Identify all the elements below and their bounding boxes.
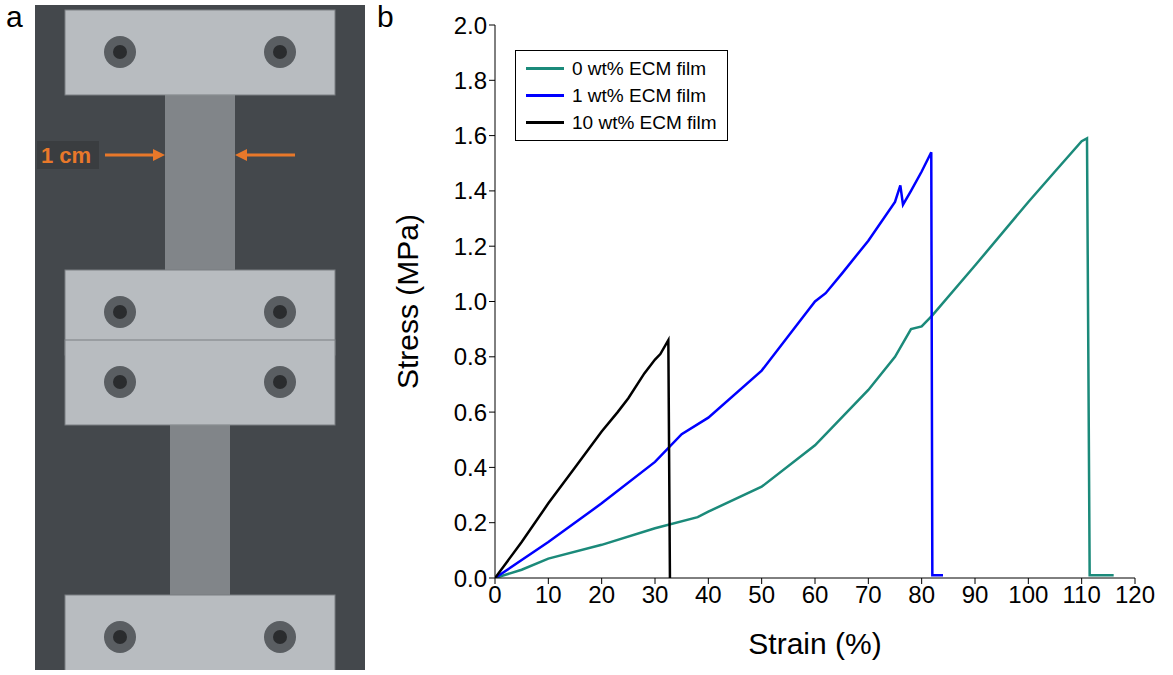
svg-text:30: 30	[642, 581, 669, 608]
svg-text:Strain (%): Strain (%)	[748, 627, 881, 660]
svg-text:0.8: 0.8	[454, 343, 487, 370]
svg-text:20: 20	[588, 581, 615, 608]
svg-text:0.6: 0.6	[454, 399, 487, 426]
svg-text:1.0: 1.0	[454, 288, 487, 315]
html-text:0 wt% ECM film: 0 wt% ECM film	[572, 58, 707, 79]
svg-text:110: 110	[1063, 581, 1101, 608]
html-text:10 wt% ECM film: 10 wt% ECM film	[572, 112, 717, 133]
svg-text:0.0: 0.0	[454, 565, 487, 592]
svg-text:0.2: 0.2	[454, 509, 487, 536]
svg-text:1.8: 1.8	[454, 67, 487, 94]
svg-text:1.6: 1.6	[454, 122, 487, 149]
svg-text:Stress (MPa): Stress (MPa)	[391, 214, 424, 389]
svg-text:1.2: 1.2	[454, 233, 487, 260]
svg-text:1.4: 1.4	[454, 177, 487, 204]
html-text:a: a	[6, 0, 23, 33]
svg-text:80: 80	[908, 581, 935, 608]
svg-text:1 cm: 1 cm	[41, 143, 91, 168]
svg-text:2.0: 2.0	[454, 12, 487, 39]
svg-text:100: 100	[1008, 581, 1048, 608]
svg-text:60: 60	[802, 581, 829, 608]
svg-text:50: 50	[748, 581, 775, 608]
svg-text:70: 70	[855, 581, 882, 608]
svg-text:0.4: 0.4	[454, 454, 487, 481]
html-text:b: b	[377, 0, 394, 33]
svg-text:0: 0	[488, 581, 501, 608]
html-text:1 wt% ECM film: 1 wt% ECM film	[572, 85, 707, 106]
svg-text:10: 10	[535, 581, 562, 608]
svg-text:90: 90	[962, 581, 989, 608]
svg-text:120: 120	[1115, 581, 1155, 608]
svg-text:40: 40	[695, 581, 722, 608]
